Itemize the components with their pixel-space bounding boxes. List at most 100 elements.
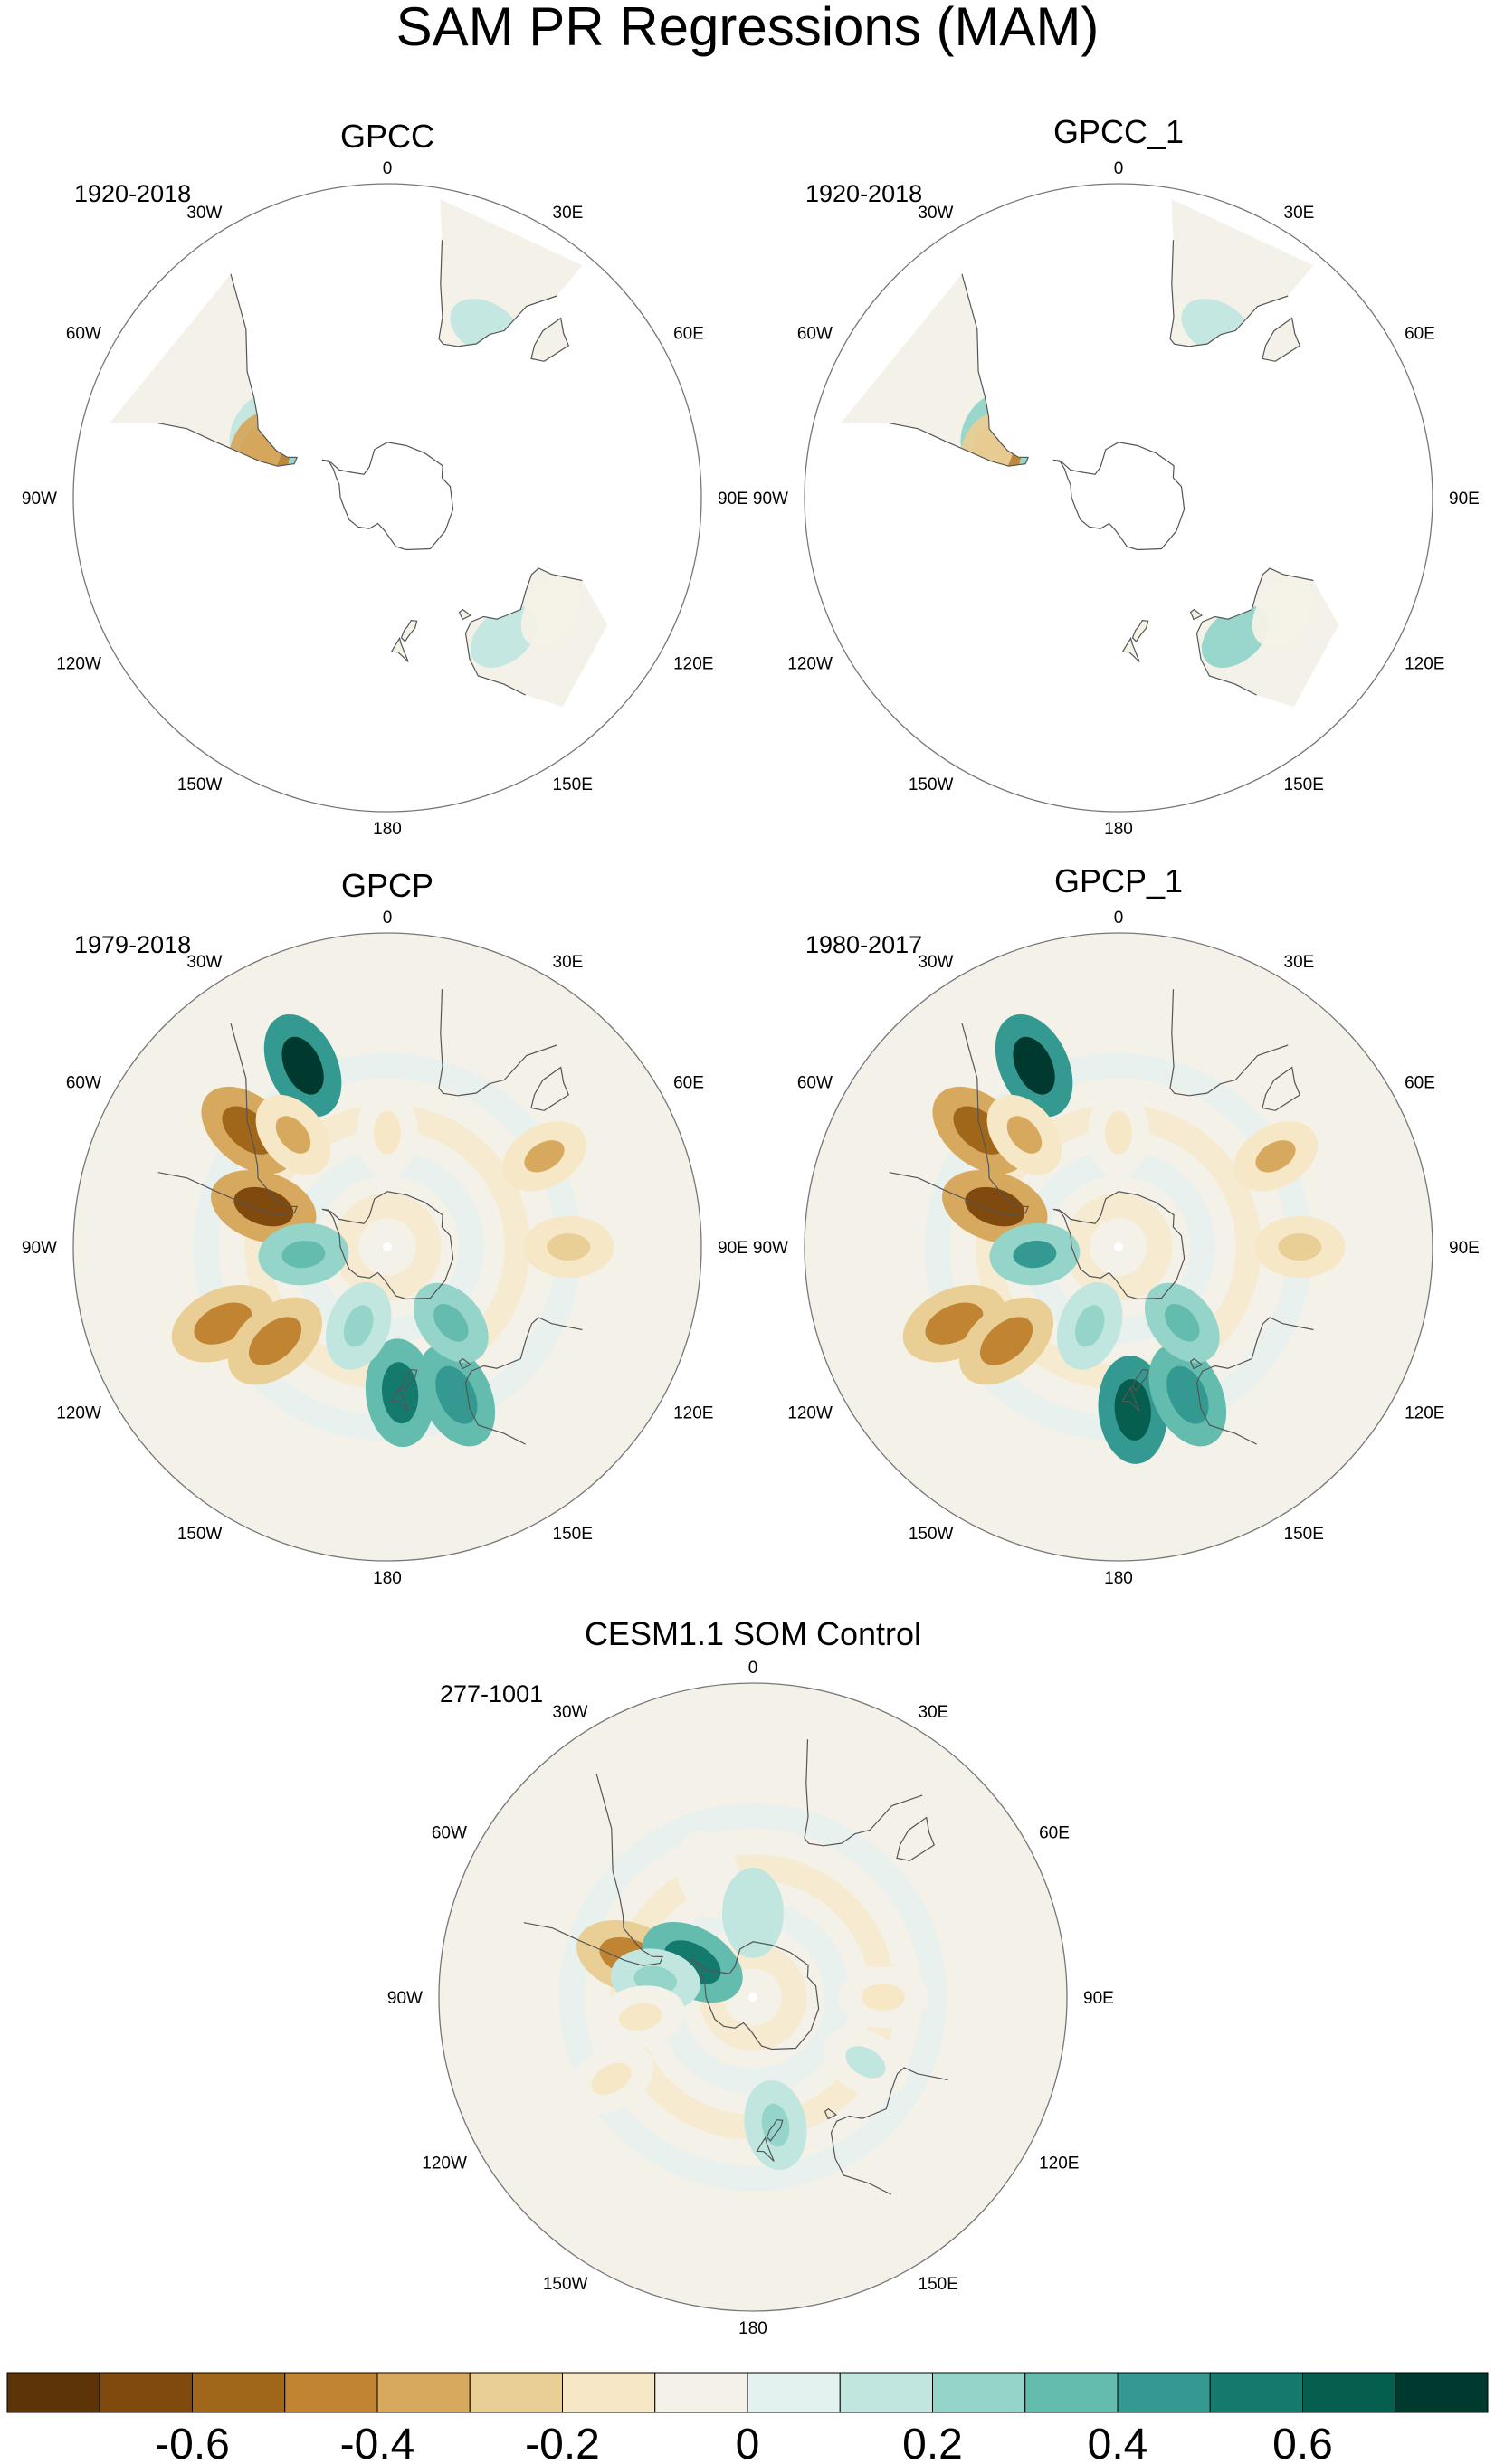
lon-label: 60E — [673, 1074, 704, 1093]
lon-label: 150W — [177, 1525, 223, 1544]
lon-label: 30E — [1284, 204, 1315, 223]
lon-label: 60E — [1405, 1074, 1435, 1093]
colorbar-swatch — [839, 2372, 933, 2413]
field-patch — [618, 2003, 662, 2031]
coastline-australia — [1195, 567, 1314, 696]
coastline-nz_s — [766, 2118, 784, 2142]
lon-label: 0 — [1114, 909, 1124, 928]
colorbar-tick-label: 0.6 — [1272, 2421, 1333, 2464]
coastline-nz_s — [400, 1368, 418, 1392]
regression-field — [805, 184, 1433, 812]
colorbar-tick-label: 0 — [736, 2421, 760, 2464]
colorbar-tick-label: 0.4 — [1088, 2421, 1148, 2464]
lon-label: 90E — [718, 1239, 748, 1258]
map-panel-gpcc: GPCC 1920-2018 0 30E 60E 90E 120E 150E 180 150W 12… — [22, 118, 748, 839]
field-patch — [739, 1891, 767, 1936]
lon-label: 90W — [753, 490, 788, 509]
panel-period: 1980-2017 — [805, 931, 922, 958]
lon-label: 180 — [1104, 820, 1133, 839]
coastlines — [889, 989, 1314, 1445]
lon-label: 120W — [787, 1404, 833, 1423]
map-panel-gpcc_1: GPCC_1 1920-2018 0 30E 60E 90E 120E 150E 180 150W… — [753, 113, 1480, 839]
coastline-antarctica — [321, 442, 454, 551]
coastline-nz_n — [390, 636, 409, 662]
lon-label: 90E — [1083, 1989, 1114, 2008]
lon-label: 60W — [432, 1824, 467, 1843]
coastline-samerica — [889, 1023, 1029, 1216]
coastline-samerica — [523, 1773, 663, 1966]
field-patch — [233, 1186, 294, 1227]
coastline-tasmania — [458, 1357, 472, 1370]
colorbar-tick-label: -0.4 — [340, 2421, 415, 2464]
field-patch — [520, 577, 582, 647]
lon-label: 150E — [553, 775, 593, 794]
coastline-antarctica — [1052, 442, 1186, 551]
lon-label: 90E — [1449, 490, 1480, 509]
lon-label: 150E — [1284, 1525, 1324, 1544]
lon-label: 0 — [383, 159, 393, 178]
lon-label: 120E — [1039, 2155, 1079, 2174]
coastlines — [157, 989, 583, 1445]
figure-title: SAM PR Regressions (MAM) — [396, 0, 1100, 57]
coastline-samerica — [889, 273, 1029, 467]
panel-title: GPCC_1 — [1053, 113, 1184, 150]
coastline-antarctica — [687, 1941, 820, 2050]
lon-label: 30W — [918, 204, 953, 223]
coastlines — [523, 1739, 948, 2195]
lon-label: 60E — [1405, 325, 1435, 344]
colorbar-swatch — [1395, 2372, 1489, 2413]
field-patch — [547, 1233, 591, 1261]
colorbar-swatch — [99, 2372, 193, 2413]
panel-title: GPCP — [341, 867, 433, 904]
map-panel-gpcp: GPCP 1979-2018 0 30E 60E 90E 120E 150E 180 150W 12… — [22, 867, 748, 1588]
lon-label: 60W — [66, 1074, 101, 1093]
field-patch — [281, 1241, 326, 1269]
coastline-tasmania — [1189, 1357, 1204, 1370]
colorbar-swatch — [469, 2372, 563, 2413]
coastline-australia — [464, 567, 583, 696]
colorbar-swatch — [562, 2372, 656, 2413]
field-patch — [761, 2103, 790, 2147]
lon-label: 30E — [919, 1703, 949, 1722]
coastline-africa — [1169, 989, 1289, 1097]
lon-label: 90W — [387, 1989, 423, 2008]
field-patch — [693, 1853, 724, 1897]
colorbar-tick-label: 0.2 — [902, 2421, 963, 2464]
lon-label: 90W — [22, 1239, 57, 1258]
coastline-nz_n — [756, 2136, 775, 2162]
colorbar-swatch — [284, 2372, 378, 2413]
lon-label: 90W — [22, 490, 57, 509]
lon-label: 150E — [919, 2275, 958, 2294]
lon-label: 90W — [753, 1239, 788, 1258]
field-patch — [1013, 1241, 1057, 1269]
field-patch — [275, 1116, 311, 1154]
regression-field — [73, 184, 701, 812]
lon-label: 30W — [918, 953, 953, 972]
colorbar: -0.6 -0.4 -0.2 0 0.2 0.4 0.6 — [6, 2372, 1489, 2464]
lon-label: 120W — [56, 655, 101, 674]
panel-period: 1920-2018 — [74, 180, 191, 207]
coastline-samerica — [157, 1023, 298, 1216]
lon-label: 120W — [422, 2155, 467, 2174]
coastline-madagascar — [896, 1816, 936, 1861]
field-patch — [381, 1362, 419, 1424]
lon-label: 30E — [1284, 953, 1315, 972]
coastline-antarctica — [321, 1191, 454, 1300]
field-patch — [1105, 1110, 1132, 1155]
coastline-madagascar — [530, 1066, 570, 1111]
lon-label: 180 — [373, 1569, 402, 1588]
lon-label: 150E — [553, 1525, 593, 1544]
lon-label: 150E — [1284, 775, 1324, 794]
regression-field — [73, 933, 701, 1561]
field-patch — [524, 1140, 565, 1173]
field-patch — [470, 604, 538, 668]
coastline-antarctica — [1052, 1191, 1186, 1300]
field-patch — [1278, 1233, 1322, 1261]
field-patch — [591, 2062, 632, 2096]
coastline-nz_n — [1121, 1385, 1140, 1412]
field-patch — [1114, 1379, 1151, 1441]
field-patch — [1013, 1036, 1055, 1095]
field-patch — [343, 1305, 374, 1347]
coastline-nz_s — [1131, 1368, 1149, 1392]
